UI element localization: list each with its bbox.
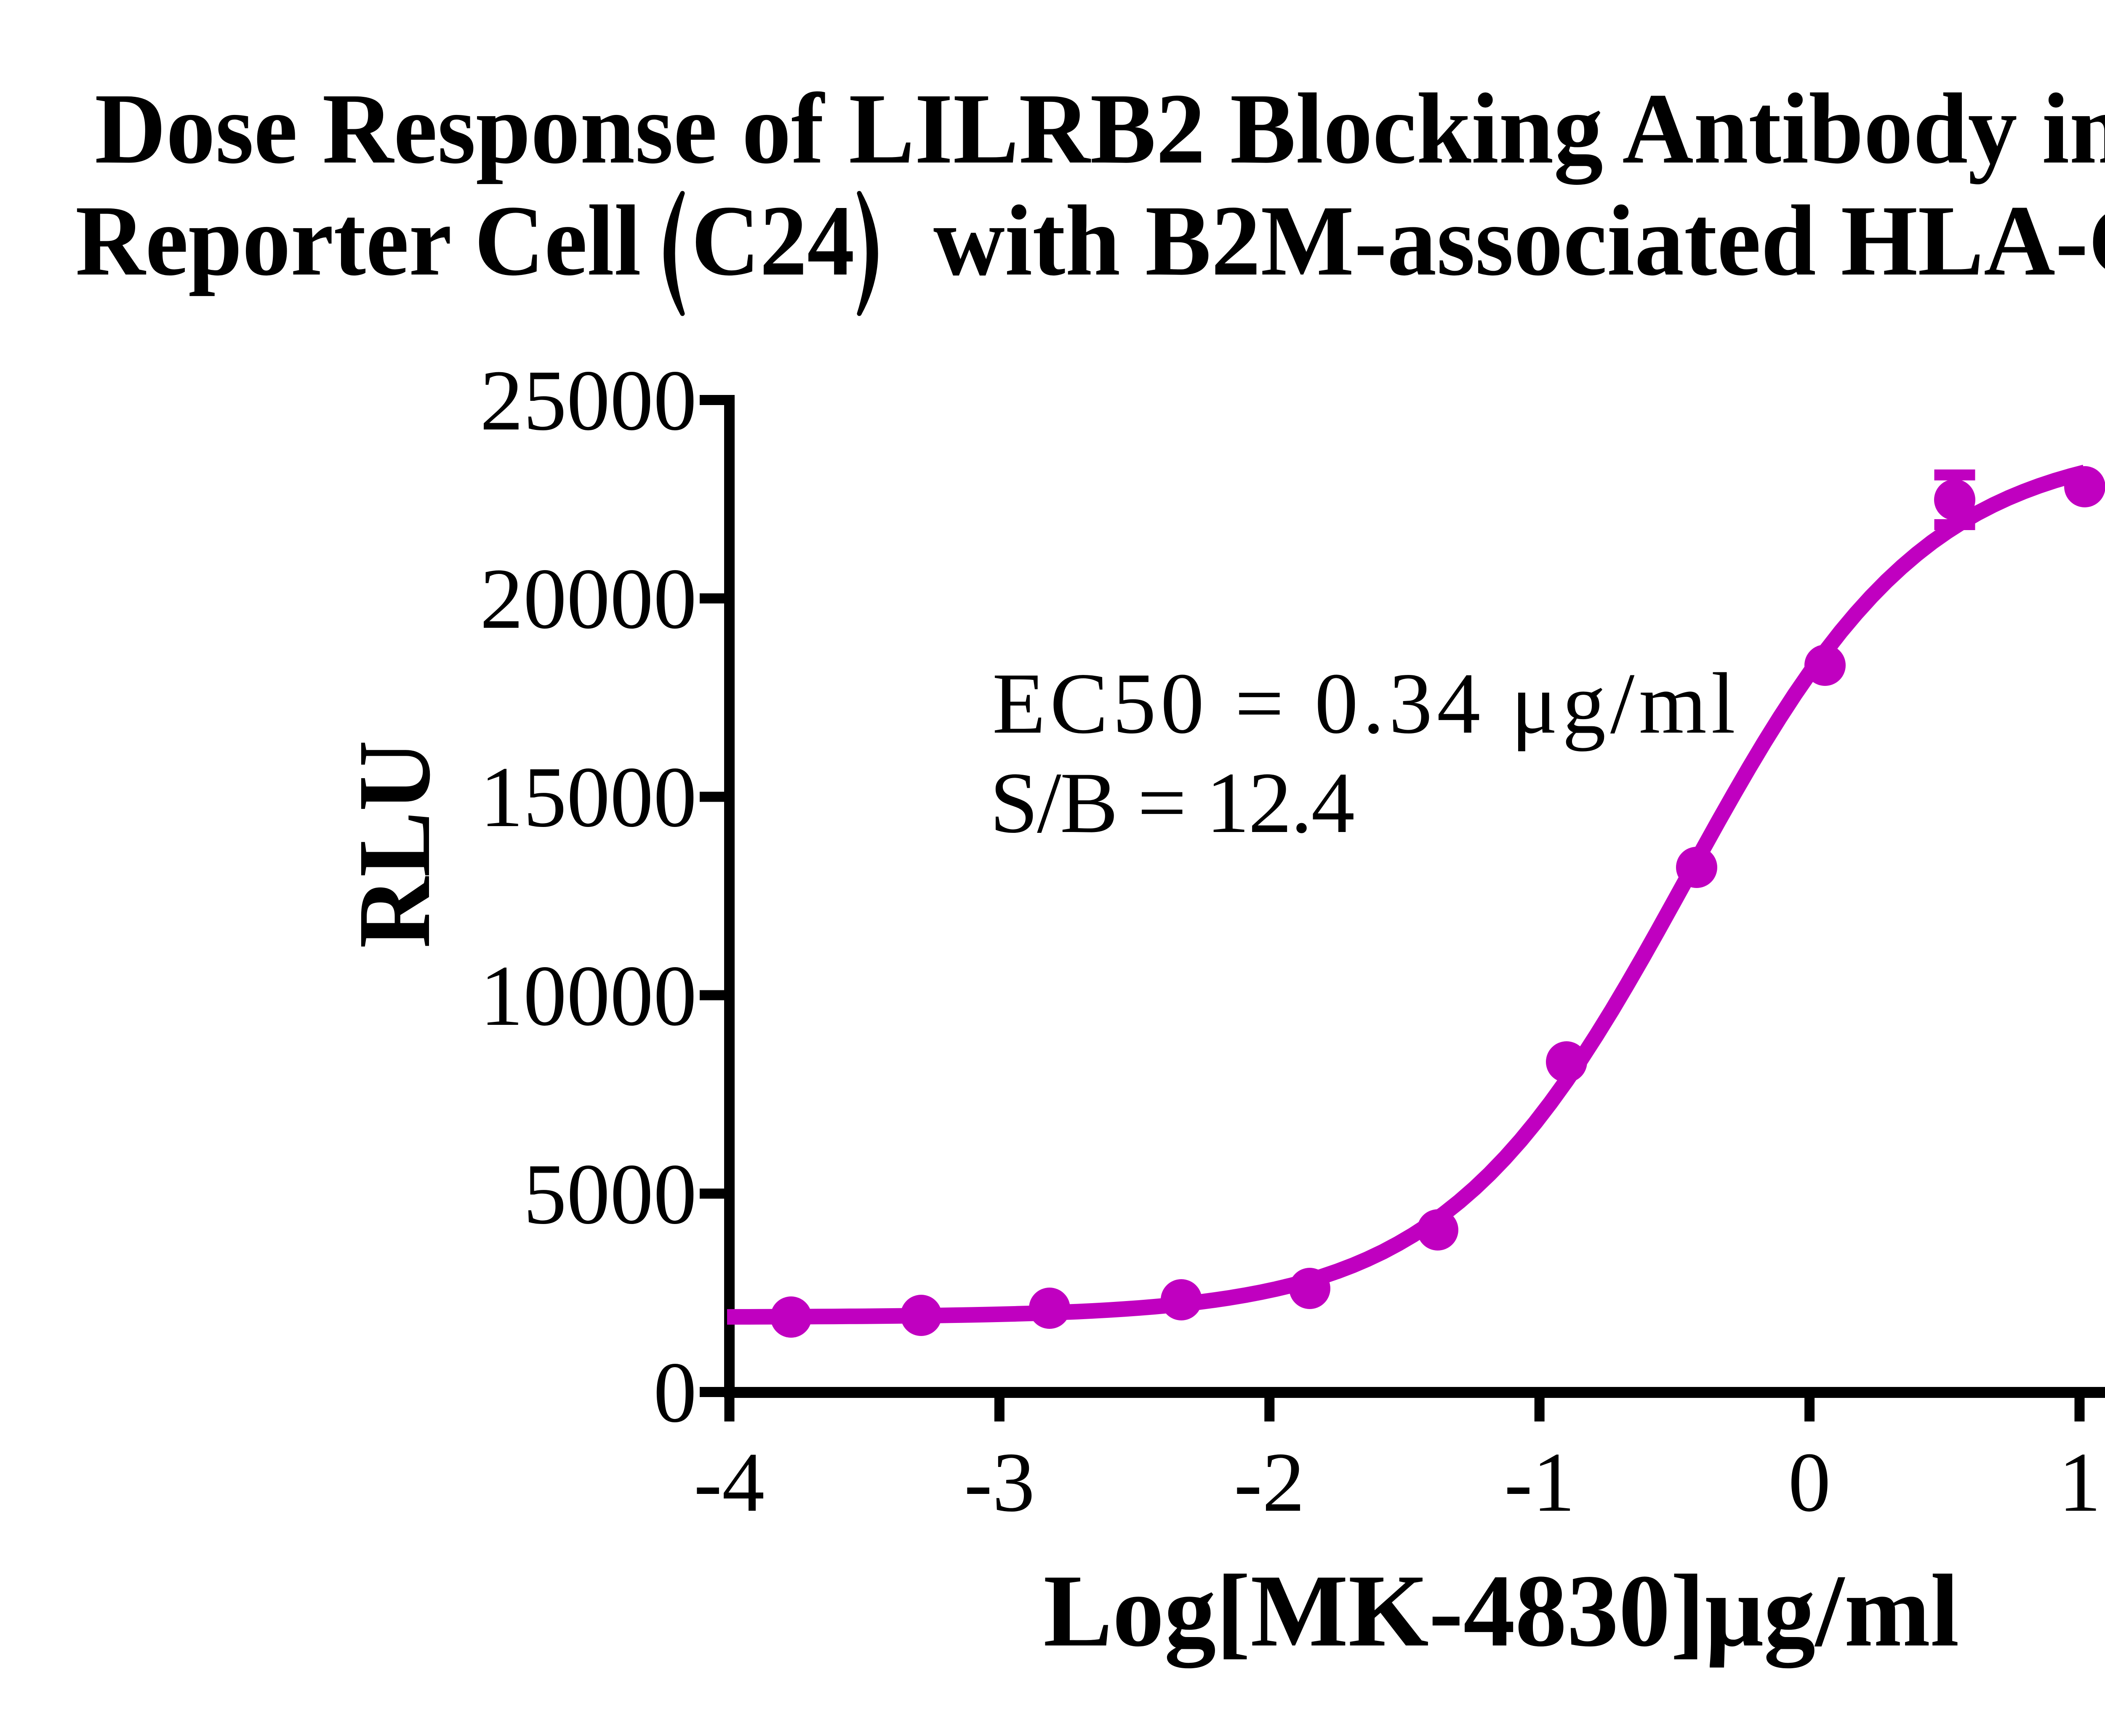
svg-text:S/B = 12.4: S/B = 12.4 — [990, 755, 1355, 851]
svg-text:Dose Response of LILRB2 Blocki: Dose Response of LILRB2 Blocking Antibod… — [95, 73, 2105, 185]
svg-text:C24: C24 — [691, 185, 855, 297]
svg-text:EC50 = 0.34 μg/ml: EC50 = 0.34 μg/ml — [992, 655, 1735, 752]
svg-text:10000: 10000 — [480, 947, 697, 1044]
svg-text:Reporter Cell: Reporter Cell — [75, 184, 641, 296]
svg-text:Log[MK-4830]μg/ml: Log[MK-4830]μg/ml — [1043, 1554, 1959, 1668]
svg-text:with B2M-associated HLA-G aAPC: with B2M-associated HLA-G aAPC Cell (C15… — [933, 185, 2105, 297]
svg-text:15000: 15000 — [480, 749, 697, 845]
svg-text:5000: 5000 — [523, 1146, 697, 1242]
svg-text:1: 1 — [2059, 1435, 2101, 1529]
svg-text:-1: -1 — [1504, 1435, 1575, 1529]
svg-text:25000: 25000 — [480, 352, 697, 448]
svg-text:-3: -3 — [964, 1435, 1035, 1529]
svg-text:20000: 20000 — [480, 550, 697, 647]
svg-text:RLU: RLU — [337, 740, 452, 948]
svg-text:0: 0 — [1788, 1435, 1831, 1529]
svg-text:-2: -2 — [1234, 1435, 1305, 1529]
svg-text:-4: -4 — [694, 1435, 765, 1529]
svg-text:0: 0 — [653, 1344, 697, 1440]
